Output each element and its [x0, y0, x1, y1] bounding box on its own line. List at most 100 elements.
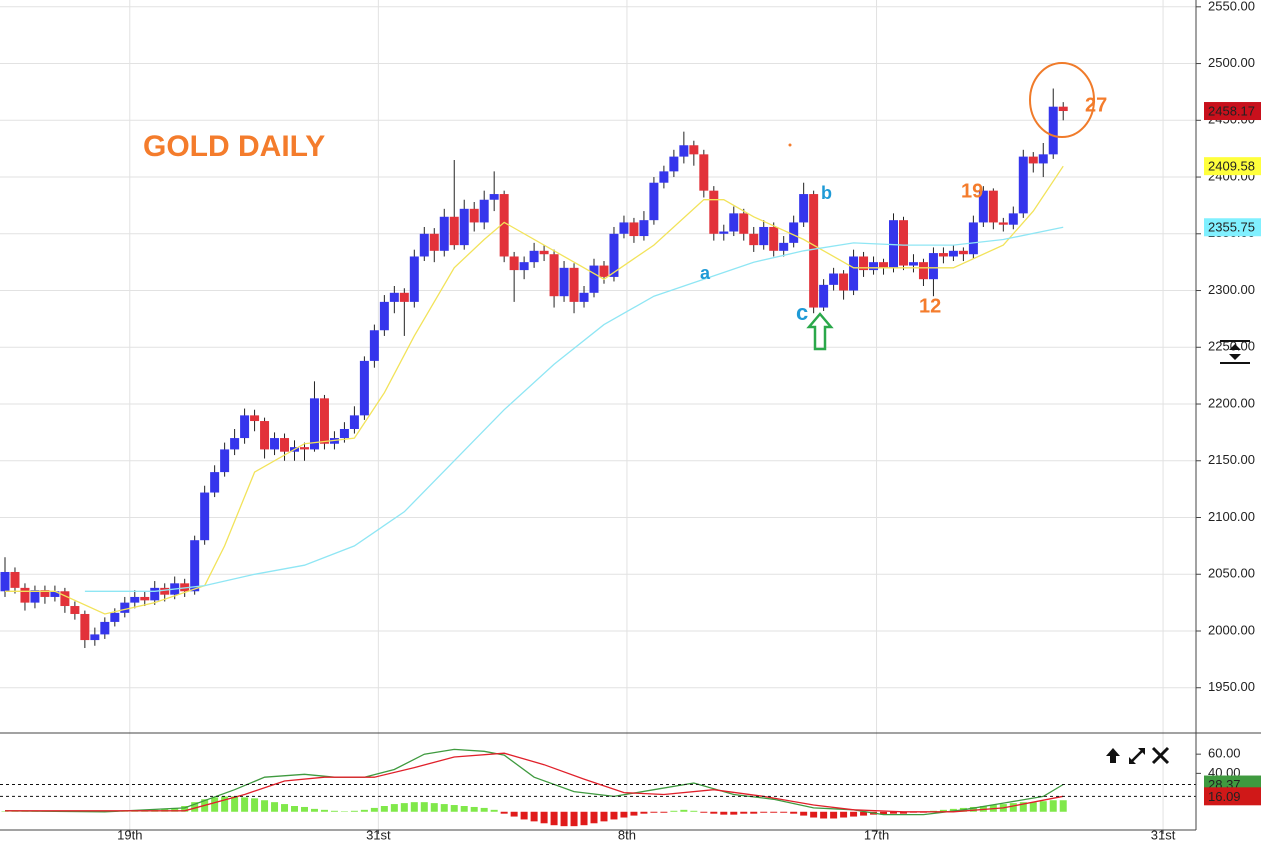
candle-body	[509, 256, 519, 271]
candle-body	[210, 472, 220, 493]
candle-body	[429, 233, 439, 251]
candle-body	[220, 449, 230, 473]
close-button[interactable]	[1151, 746, 1170, 765]
histogram-bar	[261, 800, 269, 812]
candle-body	[50, 591, 60, 597]
y-tick-label: 2300.00	[1208, 282, 1255, 297]
candle-body	[789, 222, 799, 243]
histogram-bar	[360, 809, 368, 812]
y-tick-label: 1950.00	[1208, 679, 1255, 694]
indicator-panel	[0, 748, 1196, 827]
histogram-bar	[969, 806, 977, 812]
candle-body	[709, 190, 719, 234]
candle-body	[110, 612, 120, 622]
histogram-bar	[770, 811, 778, 813]
price-tag-label: 2458.17	[1208, 103, 1255, 118]
indicator-line	[5, 752, 1064, 813]
histogram-bar	[350, 810, 358, 812]
candle-body	[409, 256, 419, 302]
expand-button[interactable]	[1129, 748, 1145, 764]
candle-body	[759, 226, 769, 246]
candle-body	[250, 415, 260, 422]
y-tick-label: 2100.00	[1208, 509, 1255, 524]
panel-controls[interactable]	[1106, 746, 1170, 765]
histogram-bar	[380, 806, 388, 812]
histogram-bar	[890, 811, 898, 814]
candle-body	[1018, 156, 1028, 214]
candle-body	[60, 591, 70, 607]
candle-body	[948, 250, 958, 257]
candle-body	[459, 208, 469, 246]
histogram-bar	[880, 811, 888, 815]
histogram-bar	[1029, 802, 1037, 812]
candle-body	[419, 233, 429, 257]
candle-body	[369, 330, 379, 361]
candle-body	[399, 292, 409, 302]
wave-label: b	[821, 183, 832, 203]
histogram-bar	[241, 797, 249, 812]
candle-body	[699, 154, 709, 191]
histogram-bar	[840, 811, 848, 818]
candle-body	[958, 250, 968, 255]
histogram-bar	[420, 802, 428, 812]
histogram-bar	[251, 798, 259, 812]
histogram-bar	[640, 811, 648, 814]
candle-body	[619, 222, 629, 234]
candle-body	[100, 621, 110, 635]
histogram-bar	[470, 806, 478, 812]
candle-body	[130, 596, 140, 603]
candle-body	[1048, 106, 1058, 155]
x-tick-label: 17th	[864, 827, 889, 842]
candle-body	[649, 182, 659, 221]
price-tag-label: 2355.75	[1208, 220, 1255, 235]
histogram-bar	[310, 808, 318, 812]
move-up-button[interactable]	[1106, 748, 1120, 763]
histogram-bar	[330, 810, 338, 812]
histogram-bar	[939, 809, 947, 812]
y-tick-label: 2000.00	[1208, 622, 1255, 637]
histogram-bar	[490, 809, 498, 812]
indicator-line	[4, 748, 1064, 816]
candle-body	[879, 262, 889, 268]
candle-body	[809, 194, 819, 308]
candle-body	[869, 262, 879, 271]
price-tag-label: 16.09	[1208, 789, 1241, 804]
histogram-bar	[410, 802, 418, 812]
histogram-bar	[291, 806, 299, 812]
candle-body	[0, 571, 10, 592]
candle-body	[1028, 156, 1038, 164]
candle-body	[40, 590, 50, 597]
candle-body	[719, 231, 729, 234]
histogram-bar	[370, 807, 378, 812]
candle-body	[978, 190, 988, 223]
histogram-bar	[181, 806, 189, 812]
histogram-bar	[750, 811, 758, 814]
count-label: 27	[1085, 94, 1107, 116]
y-tick-label: 2050.00	[1208, 566, 1255, 581]
candle-body	[469, 208, 479, 223]
candle-body	[150, 587, 160, 601]
histogram-bar	[281, 804, 289, 812]
candle-body	[230, 438, 240, 450]
candle-body	[200, 492, 210, 541]
candle-body	[1038, 154, 1048, 164]
histogram-bar	[780, 811, 788, 813]
candle-body	[739, 213, 749, 234]
candle-body	[449, 216, 459, 246]
candle-body	[439, 216, 449, 251]
candle-body	[20, 587, 30, 603]
y-tick-label: 2500.00	[1208, 55, 1255, 70]
histogram-bar	[211, 797, 219, 812]
candle-body	[829, 273, 839, 285]
candle-body	[779, 242, 789, 251]
candle-body	[799, 194, 809, 223]
candle-body	[349, 415, 359, 429]
histogram-bar	[760, 811, 768, 813]
histogram-bar	[390, 804, 398, 812]
histogram-bar	[820, 811, 828, 819]
candle-body	[599, 265, 609, 277]
y-tick-label: 2150.00	[1208, 452, 1255, 467]
histogram-bar	[1009, 803, 1017, 812]
candle-body	[819, 284, 829, 308]
